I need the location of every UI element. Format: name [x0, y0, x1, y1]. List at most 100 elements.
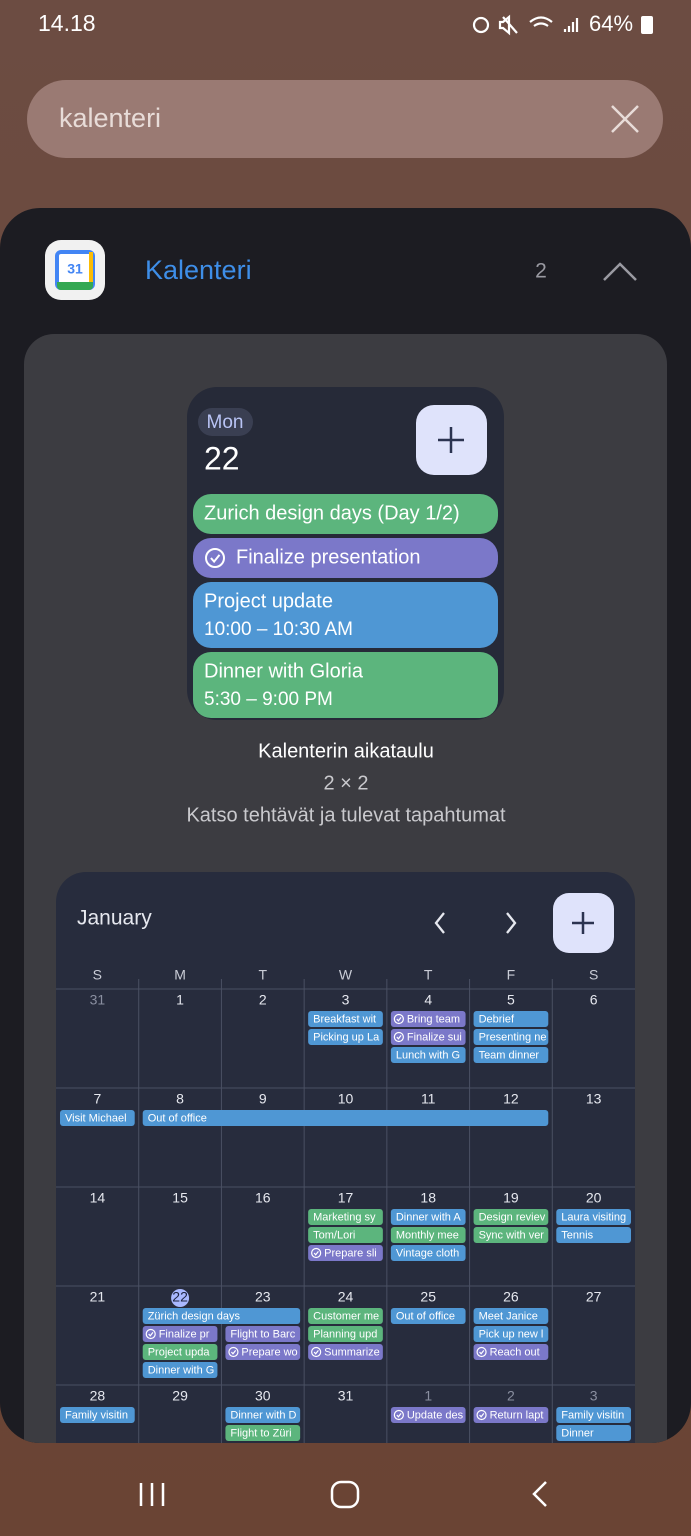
- day-number[interactable]: 12: [503, 1091, 519, 1107]
- recent-button[interactable]: [139, 1483, 165, 1506]
- event-bg: [308, 1245, 383, 1261]
- day-number[interactable]: 29: [172, 1388, 188, 1404]
- event[interactable]: Out of office: [142, 1110, 549, 1126]
- event-bg: [390, 1047, 466, 1063]
- day-number[interactable]: 27: [586, 1289, 602, 1305]
- home-button[interactable]: [330, 1480, 360, 1509]
- back-button[interactable]: [532, 1481, 547, 1507]
- day-number[interactable]: 31: [90, 992, 106, 1008]
- event[interactable]: Bring team: [390, 1011, 466, 1027]
- day-number[interactable]: 20: [586, 1190, 602, 1206]
- event[interactable]: Out of office: [390, 1308, 466, 1324]
- event[interactable]: Family visitin: [60, 1407, 135, 1423]
- task-icon: [145, 1328, 156, 1340]
- event-bg: [473, 1326, 549, 1342]
- event[interactable]: Flight to Züri: [225, 1425, 301, 1441]
- day-number[interactable]: 6: [590, 992, 598, 1008]
- clear-button[interactable]: [611, 105, 639, 133]
- event[interactable]: Team dinner: [473, 1047, 549, 1063]
- event[interactable]: Return lapt: [473, 1407, 549, 1423]
- day-number[interactable]: 9: [259, 1091, 267, 1107]
- event[interactable]: [193, 582, 498, 648]
- day-number[interactable]: 4: [424, 992, 432, 1008]
- event[interactable]: Dinner: [556, 1425, 631, 1441]
- event[interactable]: Monthly mee: [390, 1227, 466, 1243]
- day-number[interactable]: 3: [342, 992, 350, 1008]
- day-number[interactable]: 13: [586, 1091, 602, 1107]
- day-number[interactable]: 11: [421, 1091, 436, 1107]
- schedule-widget[interactable]: Mon 22 Zurich design days (Day 1/2) Final…: [187, 387, 504, 720]
- day-number[interactable]: 26: [503, 1289, 519, 1305]
- event[interactable]: Design reviev: [473, 1209, 549, 1225]
- event-bg: [473, 1011, 549, 1027]
- event-text: Picking up La: [313, 1031, 380, 1043]
- event[interactable]: Laura visiting: [556, 1209, 631, 1225]
- day-number[interactable]: 21: [90, 1289, 106, 1305]
- day-number[interactable]: 16: [255, 1190, 271, 1206]
- day-number[interactable]: 14: [90, 1190, 106, 1206]
- event-bg: [142, 1326, 218, 1342]
- event[interactable]: Tennis: [556, 1227, 631, 1243]
- day-number[interactable]: 31: [338, 1388, 354, 1404]
- event[interactable]: Dinner with A: [390, 1209, 466, 1225]
- day-number[interactable]: 28: [90, 1388, 106, 1404]
- event[interactable]: Debrief: [473, 1011, 549, 1027]
- next-button[interactable]: [506, 912, 517, 934]
- search-field[interactable]: [27, 80, 663, 158]
- search-query[interactable]: kalenteri: [59, 103, 161, 133]
- event[interactable]: Presenting ne: [473, 1029, 549, 1045]
- day-number[interactable]: 8: [176, 1091, 184, 1107]
- day-number[interactable]: 15: [172, 1190, 188, 1206]
- app-name[interactable]: Kalenteri: [145, 255, 252, 285]
- event[interactable]: Zürich design days: [142, 1308, 301, 1324]
- day-number[interactable]: 24: [338, 1289, 354, 1305]
- day-number[interactable]: 30: [255, 1388, 271, 1404]
- event[interactable]: [193, 538, 498, 578]
- event[interactable]: Reach out: [473, 1344, 549, 1360]
- event[interactable]: Prepare sli: [308, 1245, 383, 1261]
- event[interactable]: Prepare wo: [225, 1344, 301, 1360]
- event[interactable]: Marketing sy: [308, 1209, 383, 1225]
- event[interactable]: Pick up new l: [473, 1326, 549, 1342]
- event[interactable]: Lunch with G: [390, 1047, 466, 1063]
- task-icon: [230, 1350, 237, 1355]
- event[interactable]: Update des: [390, 1407, 466, 1423]
- day-number[interactable]: 1: [424, 1388, 432, 1404]
- event[interactable]: Dinner with D: [225, 1407, 301, 1423]
- day-number[interactable]: 7: [93, 1091, 101, 1107]
- day-number[interactable]: 18: [420, 1190, 436, 1206]
- day-number[interactable]: 10: [338, 1091, 354, 1107]
- event[interactable]: Tom/Lori: [308, 1227, 383, 1243]
- event[interactable]: Project upda: [142, 1344, 218, 1360]
- event-text: Dinner with D: [230, 1409, 296, 1421]
- day-number[interactable]: 17: [338, 1190, 354, 1206]
- event[interactable]: Vintage cloth: [390, 1245, 466, 1261]
- prev-button[interactable]: [434, 912, 445, 934]
- event[interactable]: Dinner with G: [142, 1362, 218, 1378]
- event[interactable]: Finalize pr: [142, 1326, 218, 1342]
- event[interactable]: [193, 494, 498, 534]
- event[interactable]: Customer me: [308, 1308, 383, 1324]
- event[interactable]: Sync with ver: [473, 1227, 549, 1243]
- day-number[interactable]: 3: [590, 1388, 598, 1404]
- event[interactable]: Planning upd: [308, 1326, 383, 1342]
- event[interactable]: Family visitin: [556, 1407, 631, 1423]
- collapse-button[interactable]: [603, 262, 637, 281]
- event[interactable]: Meet Janice: [473, 1308, 549, 1324]
- day-number[interactable]: 25: [420, 1289, 436, 1305]
- event[interactable]: Summarize: [308, 1344, 383, 1360]
- day-number[interactable]: 2: [259, 992, 267, 1008]
- event[interactable]: Visit Michael: [60, 1110, 135, 1126]
- event[interactable]: [193, 652, 498, 718]
- event[interactable]: Finalize sui: [390, 1029, 466, 1045]
- event[interactable]: Picking up La: [308, 1029, 383, 1045]
- event[interactable]: Flight to Barc: [225, 1326, 301, 1342]
- day-number[interactable]: 5: [507, 992, 515, 1008]
- day-number[interactable]: 23: [255, 1289, 271, 1305]
- day-number[interactable]: 19: [503, 1190, 519, 1206]
- day-number[interactable]: 2: [507, 1388, 515, 1404]
- event[interactable]: Breakfast wit: [308, 1011, 383, 1027]
- day-number[interactable]: 22: [172, 1289, 188, 1305]
- day-number[interactable]: 1: [176, 992, 184, 1008]
